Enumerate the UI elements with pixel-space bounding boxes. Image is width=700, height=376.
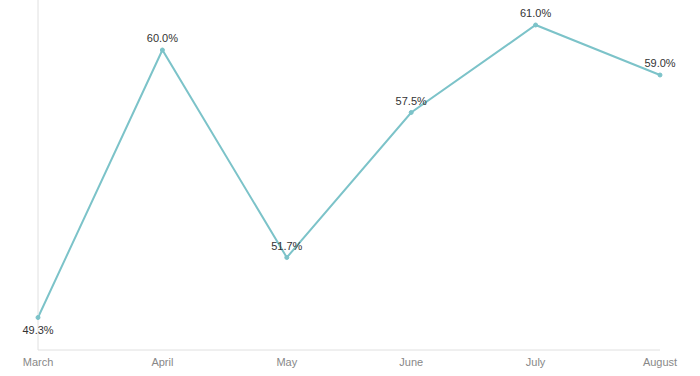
svg-text:March: March (23, 356, 54, 368)
svg-text:49.3%: 49.3% (22, 324, 53, 336)
svg-text:July: July (526, 356, 546, 368)
svg-text:June: June (399, 356, 423, 368)
svg-text:August: August (643, 356, 677, 368)
svg-text:April: April (151, 356, 173, 368)
svg-text:61.0%: 61.0% (520, 7, 551, 19)
svg-text:May: May (276, 356, 297, 368)
svg-text:51.7%: 51.7% (271, 240, 302, 252)
svg-text:59.0%: 59.0% (644, 57, 675, 69)
svg-text:57.5%: 57.5% (396, 95, 427, 107)
svg-text:60.0%: 60.0% (147, 32, 178, 44)
